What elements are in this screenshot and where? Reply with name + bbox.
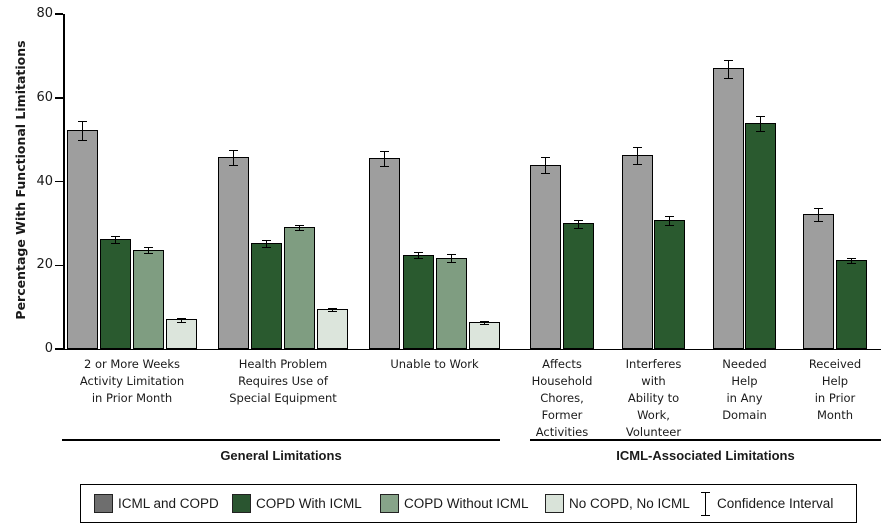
y-axis-tick <box>55 264 63 266</box>
legend-swatch-icon <box>380 494 399 513</box>
confidence-interval-bar <box>111 235 120 244</box>
bar-no-copd-no-icml <box>317 308 348 349</box>
confidence-interval-bar <box>414 252 423 260</box>
section-underline <box>62 439 500 441</box>
section-label: General Limitations <box>220 448 342 463</box>
x-axis-category-label: Needed Help in Any Domain <box>722 357 767 422</box>
legend-label: COPD Without ICML <box>404 496 529 511</box>
bar-icml-and-copd <box>803 214 834 349</box>
bar-copd-with-icml <box>563 223 594 349</box>
legend-label: COPD With ICML <box>256 496 362 511</box>
y-axis-tick-label: 20 <box>36 257 53 273</box>
confidence-interval-bar <box>665 216 674 226</box>
x-axis-category-label: Affects Household Chores, Former Activit… <box>531 357 593 439</box>
error-bar-icon <box>701 491 710 516</box>
bar-copd-with-icml <box>836 259 867 349</box>
y-axis-tick <box>55 13 63 15</box>
bar-copd-with-icml <box>251 242 282 349</box>
legend-label: Confidence Interval <box>717 496 834 511</box>
confidence-interval-bar <box>262 239 271 248</box>
bar-copd-without-icml <box>133 249 164 349</box>
legend-swatch-icon <box>94 494 113 513</box>
bar-icml-and-copd <box>713 68 744 349</box>
confidence-interval-bar <box>847 257 856 264</box>
confidence-interval-bar <box>447 254 456 264</box>
bar-icml-and-copd <box>622 154 653 349</box>
confidence-interval-bar <box>574 220 583 229</box>
bar-copd-with-icml <box>403 254 434 349</box>
bar-no-copd-no-icml <box>469 322 500 349</box>
section-label: ICML-Associated Limitations <box>616 448 795 463</box>
confidence-interval-bar <box>541 157 550 175</box>
y-axis-tick <box>55 97 63 99</box>
legend: ICML and COPD COPD With ICML COPD Without … <box>80 484 857 523</box>
confidence-interval-bar <box>380 150 389 167</box>
bar-copd-with-icml <box>745 123 776 349</box>
bar-copd-with-icml <box>654 220 685 349</box>
legend-item: COPD Without ICML <box>380 485 529 522</box>
x-axis-category-label: 2 or More Weeks Activity Limitation in P… <box>79 357 185 405</box>
bar-icml-and-copd <box>67 129 98 349</box>
bar-icml-and-copd <box>530 164 561 349</box>
legend-swatch-icon <box>545 494 564 513</box>
y-axis-tick-label: 0 <box>44 341 53 356</box>
y-axis-tick <box>55 180 63 183</box>
section-underline <box>530 439 881 441</box>
bar-icml-and-copd <box>369 157 400 349</box>
y-axis-tick-label: 60 <box>36 89 53 105</box>
x-axis-category-label: Health Problem Requires Use of Special E… <box>229 357 337 405</box>
legend-label: ICML and COPD <box>118 496 219 511</box>
confidence-interval-bar <box>724 60 733 79</box>
legend-label: No COPD, No ICML <box>569 496 690 511</box>
bar-copd-with-icml <box>100 238 131 349</box>
legend-item: No COPD, No ICML <box>545 485 690 522</box>
confidence-interval-bar <box>328 307 337 313</box>
bar-icml-and-copd <box>218 157 249 349</box>
x-axis-category-label: Unable to Work <box>390 357 479 371</box>
bar-copd-without-icml <box>436 257 467 349</box>
legend-item: COPD With ICML <box>232 485 362 522</box>
confidence-interval-bar <box>480 321 489 326</box>
confidence-interval-bar <box>814 208 823 223</box>
x-axis-category-label: Interferes with Ability to Work, Volunte… <box>625 357 682 439</box>
bar-no-copd-no-icml <box>166 319 197 349</box>
legend-swatch-icon <box>232 494 251 513</box>
confidence-interval-bar <box>229 150 238 167</box>
confidence-interval-bar <box>144 247 153 255</box>
y-axis-tick-label: 80 <box>36 6 53 21</box>
confidence-interval-bar <box>177 318 186 323</box>
confidence-interval-bar <box>295 224 304 231</box>
confidence-interval-bar <box>78 120 87 142</box>
x-axis-line <box>63 348 881 350</box>
y-axis-line <box>63 14 65 349</box>
confidence-interval-bar <box>756 116 765 133</box>
y-axis-tick-label: 40 <box>36 173 53 189</box>
bar-copd-without-icml <box>284 226 315 349</box>
legend-item-confidence-interval: Confidence Interval <box>701 485 833 522</box>
x-axis-category-label: Received Help in Prior Month <box>808 357 862 422</box>
confidence-interval-bar <box>633 146 642 165</box>
y-axis-tick <box>55 348 63 350</box>
legend-item: ICML and COPD <box>94 485 219 522</box>
